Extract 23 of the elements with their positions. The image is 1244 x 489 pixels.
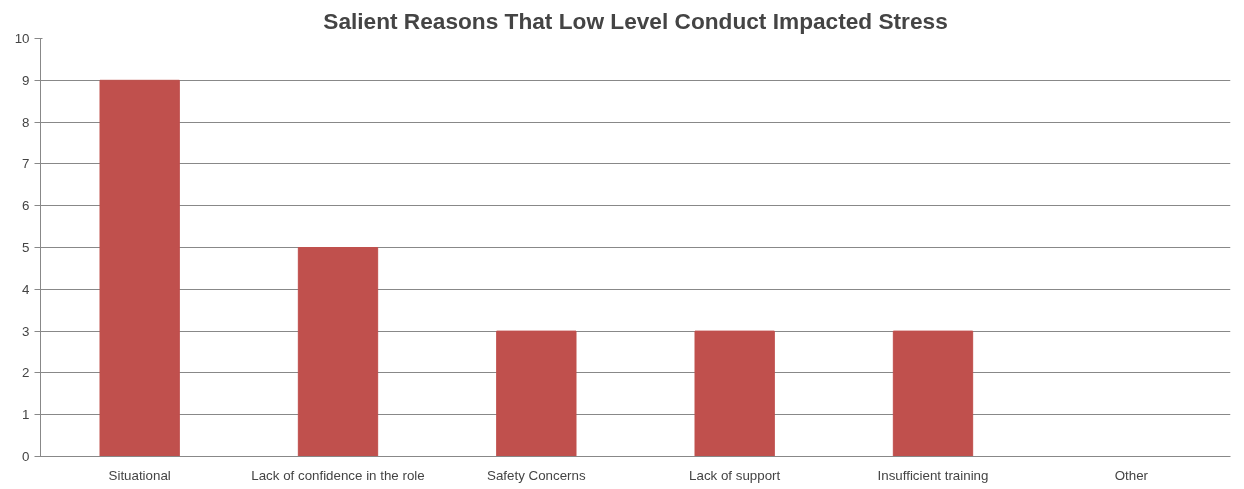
- bar: [892, 330, 974, 457]
- y-tick-label: 8: [22, 114, 30, 130]
- x-tick-label: Other: [1114, 467, 1149, 483]
- y-tick-label: 2: [22, 365, 30, 381]
- y-tick-label: 1: [22, 407, 30, 423]
- bar: [99, 79, 180, 457]
- x-tick-label: Insufficient training: [877, 467, 989, 483]
- y-tick-label: 9: [22, 72, 30, 88]
- bar: [297, 247, 379, 457]
- x-tick-label: Lack of confidence in the role: [251, 467, 425, 483]
- x-tick-label: Safety Concerns: [487, 467, 586, 483]
- x-tick-label: Situational: [108, 467, 171, 483]
- bar: [496, 330, 577, 457]
- chart-title: Salient Reasons That Low Level Conduct Impacted Stress: [323, 7, 948, 34]
- y-tick-label: 10: [14, 31, 30, 46]
- bar: [694, 330, 775, 457]
- x-tick-label: Lack of support: [689, 467, 781, 483]
- y-tick-label: 0: [22, 449, 30, 464]
- y-tick-label: 7: [22, 156, 30, 172]
- y-tick-label: 6: [22, 198, 30, 214]
- y-tick-label: 4: [22, 281, 31, 297]
- y-tick-label: 3: [22, 323, 30, 339]
- y-tick-label: 5: [22, 240, 30, 255]
